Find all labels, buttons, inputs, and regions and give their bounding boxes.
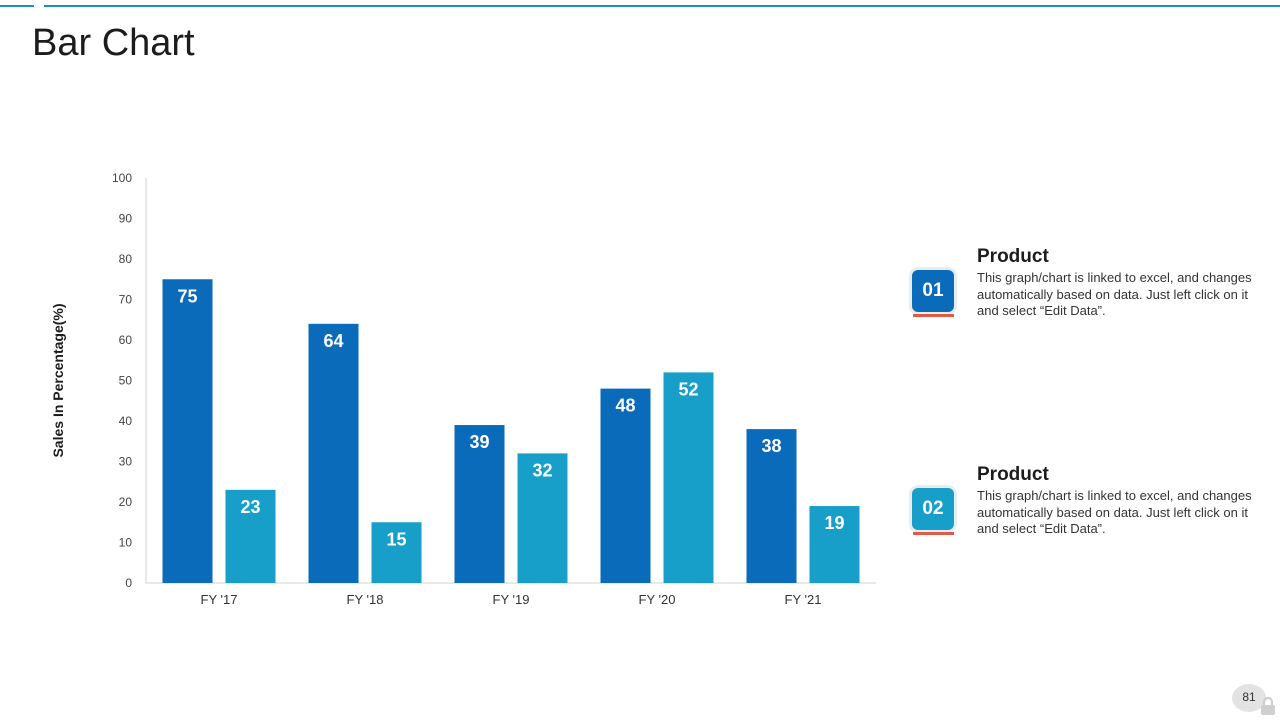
data-label: 52 (678, 379, 698, 399)
bar-series2 (225, 489, 276, 583)
legend-title-1: Product (977, 246, 1049, 267)
y-tick-label: 20 (119, 495, 133, 509)
x-tick-label: FY '19 (493, 592, 530, 607)
bar-series2 (517, 453, 568, 583)
legend-item-product-2: 02 Product This graph/chart is linked to… (912, 464, 1272, 564)
y-tick-label: 10 (119, 536, 133, 550)
data-label: 19 (824, 513, 844, 533)
y-axis-label: Sales In Percentage(%) (50, 303, 66, 457)
legend-badge-2: 02 (912, 488, 954, 530)
bar-series2 (663, 372, 714, 583)
bar-series1 (162, 279, 213, 583)
y-tick-label: 50 (119, 374, 133, 388)
page-title: Bar Chart (32, 22, 195, 64)
data-label: 39 (469, 432, 489, 452)
legend-text-2: This graph/chart is linked to excel, and… (977, 488, 1252, 536)
legend-item-product-1: 01 Product This graph/chart is linked to… (912, 246, 1272, 346)
bar-series2 (371, 522, 422, 583)
y-tick-label: 100 (112, 171, 132, 185)
bar-series1 (600, 388, 651, 583)
page-number-badge (1232, 684, 1266, 712)
y-tick-label: 90 (119, 212, 133, 226)
bar-chart: 0 10 20 30 40 50 60 70 80 90 100 Sales In Percentag… (50, 171, 876, 607)
data-label: 15 (386, 529, 406, 549)
data-label: 38 (761, 436, 781, 456)
y-tick-label: 30 (119, 455, 133, 469)
legend-underline-2 (913, 532, 954, 535)
y-tick-label: 0 (125, 576, 132, 590)
bar-series2 (809, 506, 860, 583)
y-tick-label: 80 (119, 252, 133, 266)
data-label: 32 (532, 460, 552, 480)
y-tick-label: 70 (119, 293, 133, 307)
x-tick-label: FY '21 (785, 592, 822, 607)
bar-series1 (746, 429, 797, 583)
legend-underline-1 (913, 314, 954, 317)
data-label: 48 (615, 396, 635, 416)
y-tick-label: 60 (119, 333, 133, 347)
data-label: 75 (177, 286, 197, 306)
x-tick-label: FY '17 (201, 592, 238, 607)
legend-text-1: This graph/chart is linked to excel, and… (977, 270, 1252, 318)
x-tick-label: FY '18 (347, 592, 384, 607)
page-number: 81 (1242, 690, 1256, 704)
header-accent-line-left (0, 5, 34, 7)
data-label: 64 (323, 331, 343, 351)
data-label: 23 (240, 497, 260, 517)
header-accent-line-right (44, 5, 1280, 7)
y-tick-label: 40 (119, 414, 133, 428)
legend-badge-1: 01 (912, 270, 954, 312)
bar-series1 (454, 425, 505, 583)
lock-icon (1261, 696, 1275, 715)
bar-series1 (308, 323, 359, 583)
legend-title-2: Product (977, 464, 1049, 485)
x-tick-label: FY '20 (639, 592, 676, 607)
